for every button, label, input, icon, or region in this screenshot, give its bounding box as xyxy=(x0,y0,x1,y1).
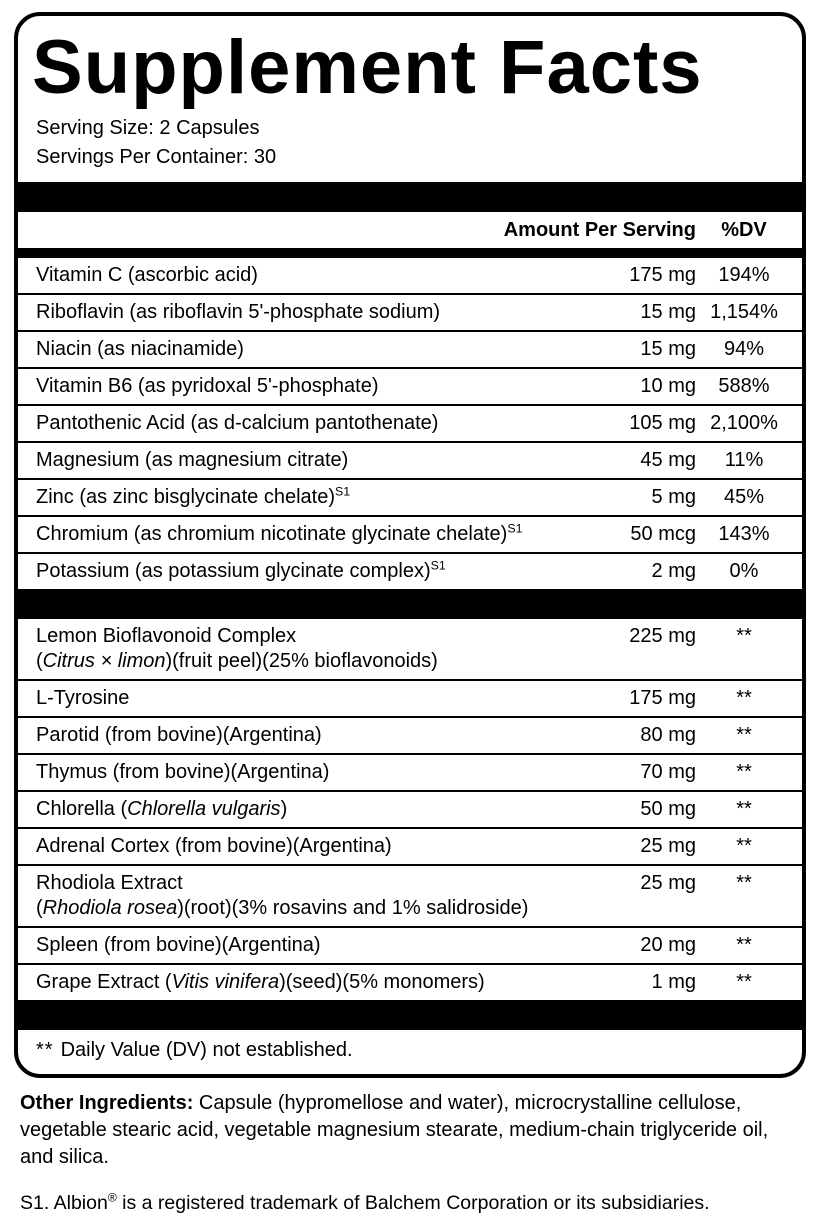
table-row: Grape Extract (Vitis vinifera)(seed)(5% … xyxy=(18,963,802,1000)
ingredient-name: Parotid (from bovine)(Argentina) xyxy=(36,724,322,746)
table-row: Vitamin B6 (as pyridoxal 5'-phosphate) 10… xyxy=(18,367,802,404)
ingredient-dv: 143% xyxy=(718,523,770,545)
ingredient-dv: 588% xyxy=(718,375,770,397)
ingredient-amount: 105 mg xyxy=(629,412,696,434)
other-ingredients-text: Capsule (hypromellose and water), microc… xyxy=(20,1092,769,1168)
ingredient-dv: ** xyxy=(736,934,752,956)
table-row: Chromium (as chromium nicotinate glycina… xyxy=(18,515,802,552)
ingredient-amount: 25 mg xyxy=(640,835,696,857)
dv-footnote: ** Daily Value (DV) not established. xyxy=(18,1030,802,1074)
table-row: Adrenal Cortex (from bovine)(Argentina) 2… xyxy=(18,827,802,864)
ingredient-dv: 11% xyxy=(724,449,764,471)
serving-size: Serving Size: 2 Capsules xyxy=(36,117,260,139)
table-row: Potassium (as potassium glycinate comple… xyxy=(18,552,802,589)
ingredient-dv: ** xyxy=(736,971,752,993)
ingredient-name: Vitamin B6 (as pyridoxal 5'-phosphate) xyxy=(36,375,379,397)
ingredient-amount: 15 mg xyxy=(640,338,696,360)
ingredient-name: Chlorella (Chlorella vulgaris) xyxy=(36,798,288,820)
ingredient-name: Thymus (from bovine)(Argentina) xyxy=(36,761,330,783)
servings-per-container: Servings Per Container: 30 xyxy=(36,146,277,168)
ingredient-amount: 175 mg xyxy=(629,687,696,709)
facts-panel: Supplement Facts Serving Size: 2 Capsule… xyxy=(14,12,806,1078)
nutrients-section: Vitamin C (ascorbic acid) 175 mg 194% Ribof… xyxy=(18,258,802,589)
ingredient-dv: ** xyxy=(736,625,752,647)
ingredient-amount: 10 mg xyxy=(640,375,696,397)
ingredient-amount: 45 mg xyxy=(640,449,696,471)
ingredient-name: Spleen (from bovine)(Argentina) xyxy=(36,934,321,956)
table-row: Rhodiola Extract (Rhodiola rosea)(root)(3… xyxy=(18,864,802,926)
ingredient-dv: ** xyxy=(736,687,752,709)
ingredient-amount: 80 mg xyxy=(640,724,696,746)
ingredient-name: Grape Extract (Vitis vinifera)(seed)(5% … xyxy=(36,971,485,993)
table-row: Zinc (as zinc bisglycinate chelate)S1 5 m… xyxy=(18,478,802,515)
ingredient-amount: 1 mg xyxy=(651,971,696,993)
ingredient-dv: 94% xyxy=(723,338,765,360)
ingredient-name: Niacin (as niacinamide) xyxy=(36,338,244,360)
ingredient-name: Lemon Bioflavonoid Complex (Citrus × limo… xyxy=(36,625,438,672)
table-row: Thymus (from bovine)(Argentina) 70 mg ** xyxy=(18,753,802,790)
ingredient-dv: ** xyxy=(736,761,752,783)
ingredient-dv: 45% xyxy=(723,486,765,508)
ingredient-amount: 20 mg xyxy=(640,934,696,956)
column-headers: Amount Per Serving %DV xyxy=(18,212,802,248)
ingredient-amount: 5 mg xyxy=(651,486,696,508)
table-row: L-Tyrosine 175 mg ** xyxy=(18,679,802,716)
ingredient-dv: 2,100% xyxy=(710,412,778,434)
ingredient-dv: 0% xyxy=(729,560,759,582)
label-title: Supplement Facts xyxy=(32,25,703,110)
other-ingredients-label: Other Ingredients: xyxy=(20,1092,194,1114)
table-row: Vitamin C (ascorbic acid) 175 mg 194% xyxy=(18,258,802,293)
ingredient-amount: 15 mg xyxy=(640,301,696,323)
table-row: Niacin (as niacinamide) 15 mg 94% xyxy=(18,330,802,367)
other-ingredients: Other Ingredients: Capsule (hypromellose… xyxy=(14,1078,806,1171)
footnote-marker: ** xyxy=(36,1039,54,1061)
ingredient-dv: ** xyxy=(736,798,752,820)
table-row: Lemon Bioflavonoid Complex (Citrus × limo… xyxy=(18,619,802,679)
ingredient-dv: 194% xyxy=(718,264,770,286)
ingredient-name: Potassium (as potassium glycinate comple… xyxy=(36,558,446,582)
table-row: Spleen (from bovine)(Argentina) 20 mg ** xyxy=(18,926,802,963)
ingredient-name: L-Tyrosine xyxy=(36,687,130,709)
footnote-text: Daily Value (DV) not established. xyxy=(60,1039,353,1061)
ingredient-amount: 70 mg xyxy=(640,761,696,783)
ingredient-amount: 175 mg xyxy=(629,264,696,286)
ingredient-name: Pantothenic Acid (as d-calcium pantothen… xyxy=(36,412,439,434)
table-row: Parotid (from bovine)(Argentina) 80 mg ** xyxy=(18,716,802,753)
divider-bar xyxy=(18,182,802,212)
table-row: Pantothenic Acid (as d-calcium pantothen… xyxy=(18,404,802,441)
ingredient-name: Rhodiola Extract (Rhodiola rosea)(root)(3… xyxy=(36,872,529,919)
ingredient-name: Magnesium (as magnesium citrate) xyxy=(36,449,349,471)
ingredient-name: Vitamin C (ascorbic acid) xyxy=(36,264,258,286)
ingredient-amount: 50 mcg xyxy=(630,523,696,545)
ingredient-amount: 25 mg xyxy=(640,872,696,894)
table-row: Chlorella (Chlorella vulgaris) 50 mg ** xyxy=(18,790,802,827)
ingredient-dv: 1,154% xyxy=(710,301,778,323)
ingredient-dv: ** xyxy=(736,872,752,894)
ingredient-dv: ** xyxy=(736,724,752,746)
ingredient-name: Adrenal Cortex (from bovine)(Argentina) xyxy=(36,835,392,857)
ingredient-amount: 50 mg xyxy=(640,798,696,820)
footnote-divider-bar xyxy=(18,1000,802,1030)
amount-column-header: Amount Per Serving xyxy=(503,219,696,241)
ingredient-name: Chromium (as chromium nicotinate glycina… xyxy=(36,521,523,545)
table-row: Magnesium (as magnesium citrate) 45 mg 11% xyxy=(18,441,802,478)
header-divider-bar xyxy=(18,248,802,258)
ingredient-name: Zinc (as zinc bisglycinate chelate)S1 xyxy=(36,484,351,508)
botanicals-section: Lemon Bioflavonoid Complex (Citrus × limo… xyxy=(18,619,802,1000)
ingredient-amount: 225 mg xyxy=(629,625,696,647)
trademark-note: S1. Albion® is a registered trademark of… xyxy=(20,1190,710,1214)
dv-column-header: %DV xyxy=(721,219,767,241)
ingredient-name: Riboflavin (as riboflavin 5'-phosphate s… xyxy=(36,301,441,323)
ingredient-dv: ** xyxy=(736,835,752,857)
ingredient-amount: 2 mg xyxy=(651,560,696,582)
section-divider-bar xyxy=(18,589,802,619)
table-row: Riboflavin (as riboflavin 5'-phosphate s… xyxy=(18,293,802,330)
